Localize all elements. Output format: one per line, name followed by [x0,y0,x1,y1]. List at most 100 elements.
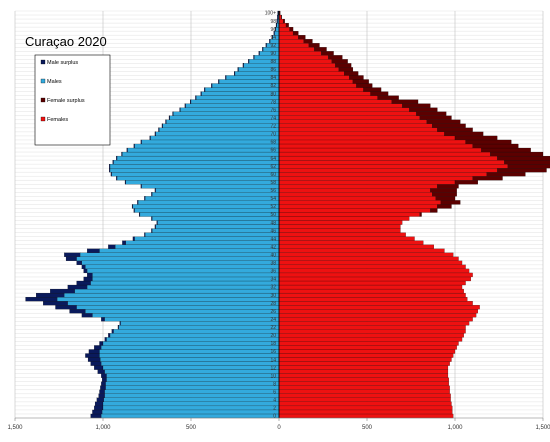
bar-male-surplus [25,297,58,302]
bar-female-surplus [338,67,354,72]
age-tick-label: 34 [270,277,276,283]
bar-male [92,272,280,278]
bar-female [278,18,284,24]
bar-male-surplus [151,228,153,233]
bar-male-surplus [83,276,93,282]
bar-female [278,139,466,145]
legend-swatch [40,78,46,84]
age-tick-label: 84 [270,75,276,81]
bar-female [278,325,466,330]
bar-male-surplus [122,240,126,245]
bar-male [104,393,280,398]
bar-male-surplus [97,369,105,374]
bar-male-surplus [100,385,106,390]
bar-female-surplus [303,39,313,44]
bar-male [132,204,280,209]
x-tick-label: 500 [186,425,197,431]
bar-male-surplus [36,292,65,298]
age-tick-label: 14 [270,357,276,363]
bar-male [138,200,280,205]
bar-male-surplus [90,361,102,366]
bar-female [278,75,350,80]
age-tick-label: 76 [270,107,276,113]
bar-female-surplus [435,196,456,201]
bar-male [109,333,280,338]
bar-male-surplus [265,43,267,48]
legend-label: Females [47,117,68,123]
bar-male-surplus [138,212,141,217]
bar-female [278,232,406,237]
bar-male-surplus [87,272,93,278]
bar-female-surplus [344,71,359,76]
age-tick-label: 66 [270,148,276,154]
bar-female-surplus [377,95,399,100]
bar-female [278,397,451,402]
bar-male [134,236,280,241]
bar-female [278,272,473,278]
bar-male [99,248,280,253]
bar-male [152,192,280,197]
age-tick-label: 90 [270,51,276,57]
bar-male [120,321,280,326]
bar-male-surplus [276,18,278,24]
bar-male [87,268,280,274]
bar-female [278,212,420,217]
bar-male-surplus [104,337,107,342]
bar-female [278,341,459,346]
bar-female [278,103,403,108]
bar-female [278,252,454,257]
bar-male [104,389,280,394]
bar-female [278,196,436,201]
bar-male-surplus [151,192,153,197]
bar-female [278,284,463,290]
bar-male-surplus [133,143,135,149]
legend-box [34,54,111,146]
bar-male [102,409,280,415]
bar-male [159,127,280,132]
age-tick-label: 26 [270,309,276,315]
bar-female-surplus [335,63,352,68]
bar-male [155,188,280,193]
bar-female [278,168,498,173]
bar-female [278,337,463,342]
legend-swatch [40,116,46,122]
bar-female [278,248,445,253]
age-tick-label: 16 [270,349,276,355]
bar-female [278,111,417,116]
legend-label: Male surplus [47,60,78,66]
bar-male [190,99,280,104]
bar-male [100,357,280,362]
bar-male-surplus [156,220,158,225]
bar-female-surplus [308,43,320,48]
bar-male-surplus [151,216,153,221]
bar-male-surplus [50,288,75,294]
bar-male-surplus [69,309,86,314]
bar-male-surplus [109,164,111,169]
bar-female [278,220,403,225]
bar-male-surplus [184,103,186,108]
bar-male [113,329,280,334]
bar-male [106,337,280,342]
bar-female [278,35,299,40]
bar-male [152,228,280,233]
bar-female [278,43,310,48]
bar-female [278,39,304,44]
age-tick-label: 88 [270,59,276,65]
age-tick-label: 38 [270,261,276,267]
bar-male-surplus [242,63,244,68]
age-tick-label: 28 [270,301,276,307]
bar-male-surplus [55,305,77,310]
bar-male [134,143,280,149]
age-tick-label: 8 [273,381,276,387]
age-tick-label: 4 [273,398,276,404]
bar-male-surplus [121,151,123,157]
bar-male-surplus [195,95,197,100]
bar-male [80,252,280,257]
bar-male [101,413,280,419]
age-tick-label: 42 [270,244,276,250]
bar-male [92,276,280,282]
bar-female-surplus [349,75,364,80]
bar-male-surplus [211,83,213,88]
bar-female [278,228,401,233]
bar-female [278,365,449,370]
